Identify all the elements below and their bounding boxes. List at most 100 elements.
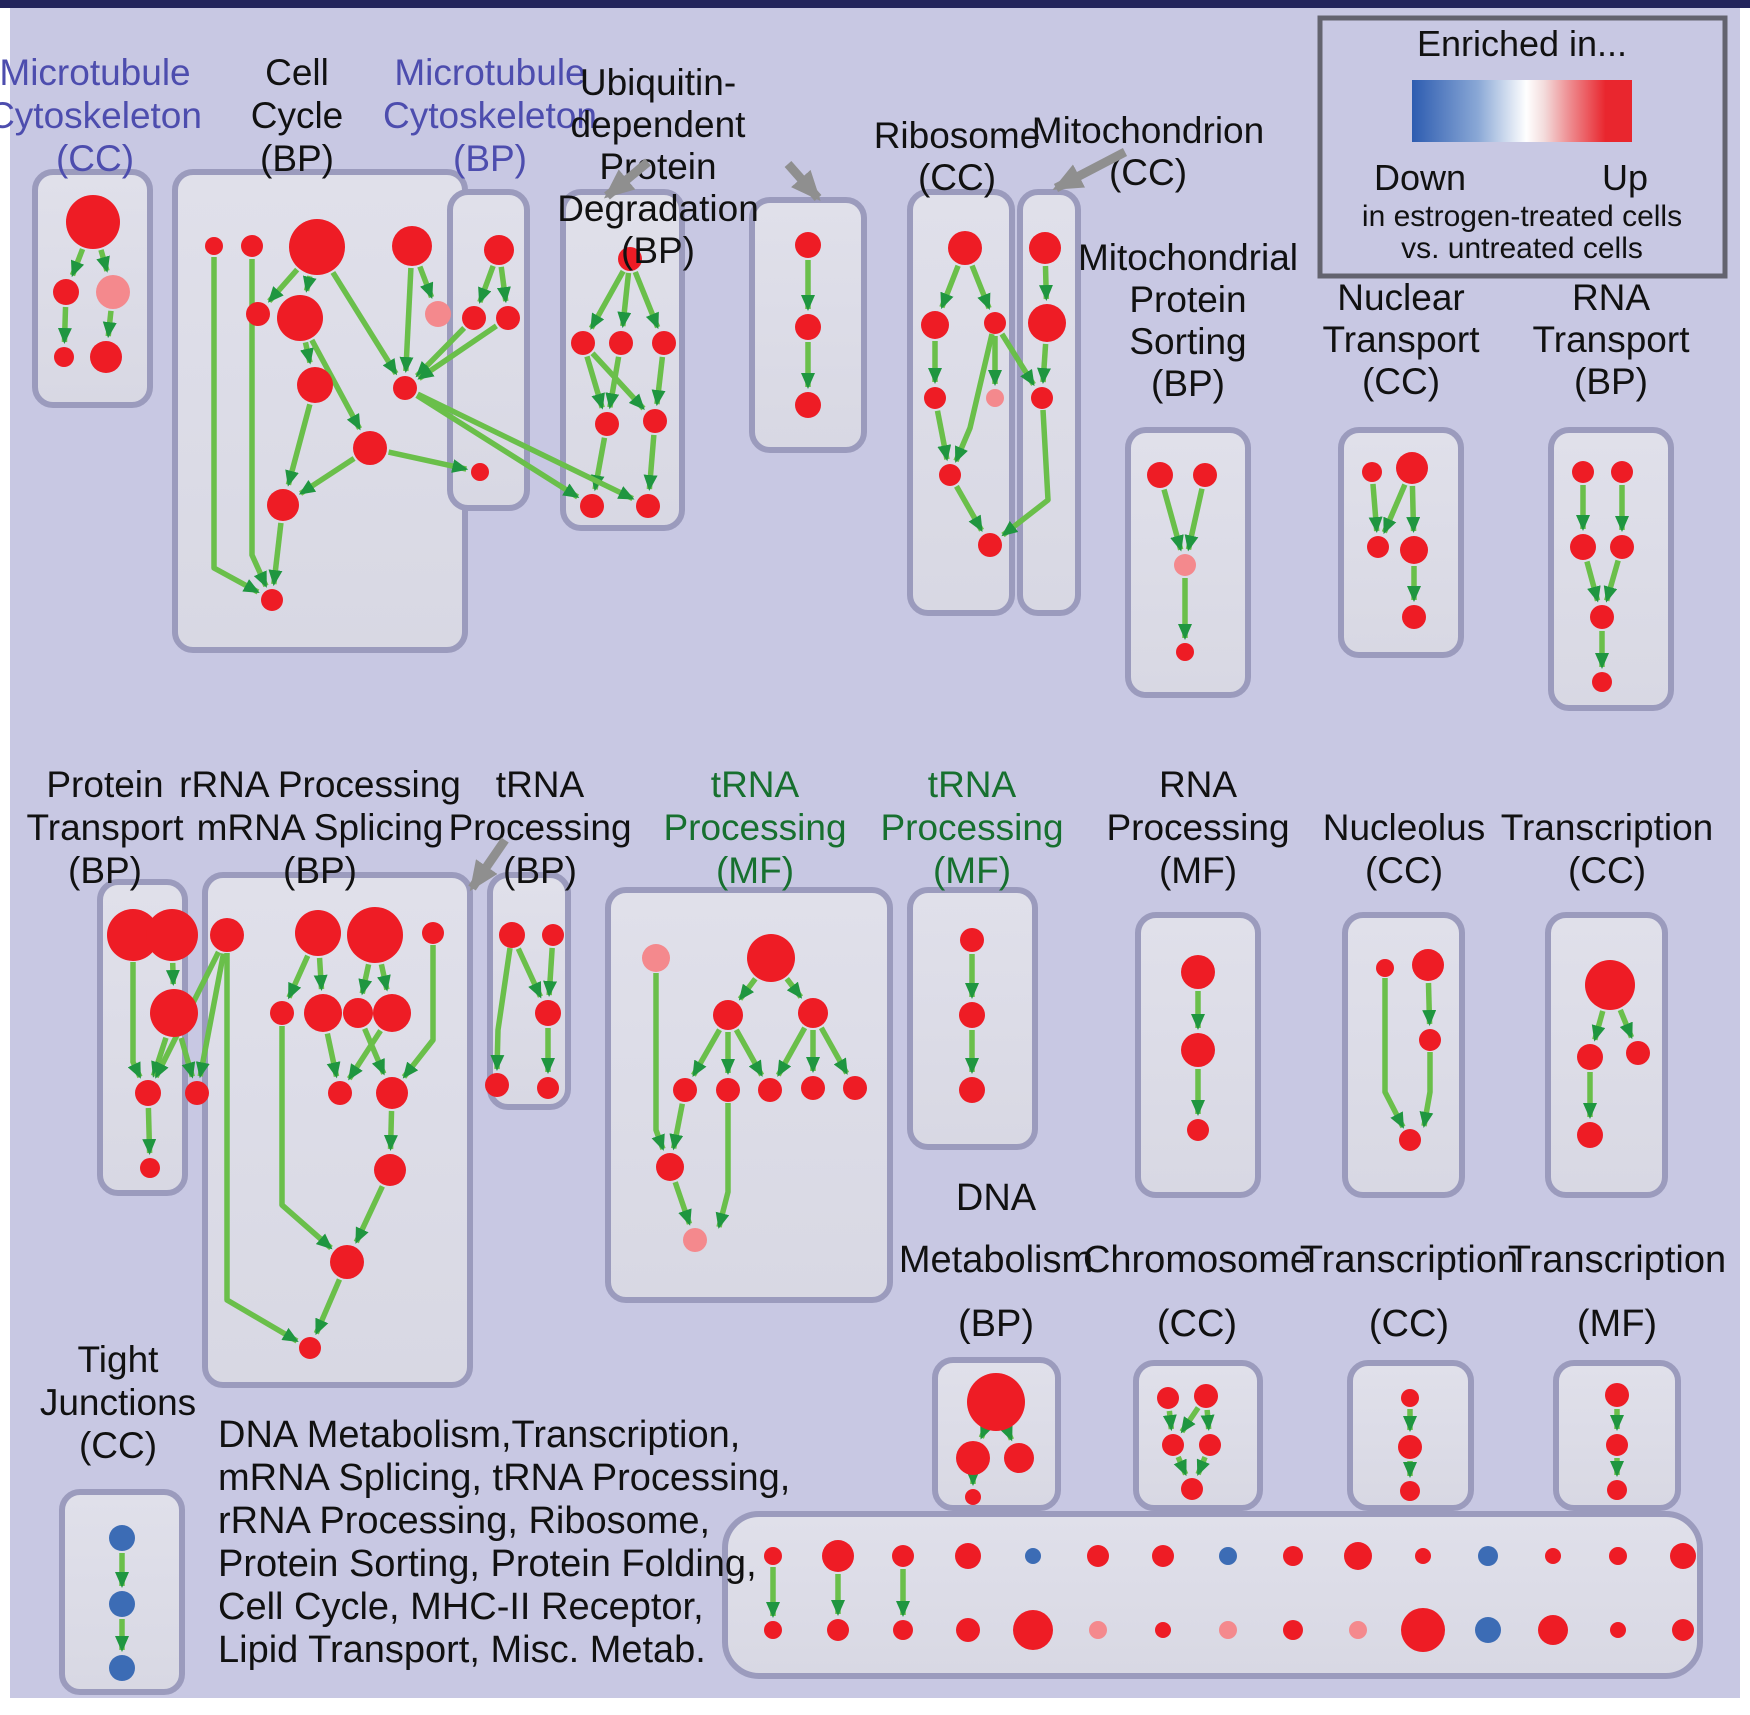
- label-pointer-arrow-3: [468, 837, 509, 892]
- trna_mf2-title: tRNA: [928, 764, 1017, 805]
- ribosome-node-ll: [924, 387, 946, 409]
- ribosome-title: (CC): [918, 157, 996, 198]
- dna_met-node-huge: [967, 1373, 1025, 1431]
- edge-arrow: [784, 976, 804, 999]
- trans_cc2-node-c3: [1400, 1481, 1420, 1501]
- edge-arrow: [1381, 483, 1408, 535]
- trna_bp-node-b2: [537, 1077, 559, 1099]
- misc-node-t11: [1415, 1548, 1431, 1564]
- rna_proc-node-c2: [1181, 1033, 1215, 1067]
- edge-arrow: [286, 954, 311, 1000]
- rrna-node-rT4: [422, 922, 444, 944]
- rrna-node-rB1: [330, 1245, 364, 1279]
- trna_mf1-node-b2: [716, 1078, 740, 1102]
- edge-arrow: [387, 449, 469, 473]
- cell_cycle-node-n7: [425, 301, 451, 327]
- edge-arrow: [999, 332, 1036, 387]
- rna_proc-title: RNA: [1159, 764, 1237, 805]
- rrna-node-rM3: [343, 998, 373, 1028]
- trans_cc2-title: (CC): [1369, 1303, 1449, 1345]
- edge-arrow: [954, 484, 984, 532]
- dna_met-node-bot: [965, 1489, 981, 1505]
- prot_trans-title: Transport: [27, 807, 185, 848]
- misc-node-u13: [1538, 1615, 1568, 1645]
- mito_sort-node-pk: [1174, 554, 1196, 576]
- misc-node-u10: [1349, 1621, 1367, 1639]
- edge-arrow: [298, 456, 356, 496]
- trna_mf2-node-c2: [959, 1002, 985, 1028]
- edge-arrow: [309, 338, 362, 431]
- micro_cc-box: [32, 169, 153, 408]
- edge-arrow: [1037, 343, 1051, 385]
- edge-arrow: [279, 1026, 333, 1251]
- trna_mf2-node-c3: [959, 1077, 985, 1103]
- ubiq-node-b2: [636, 494, 660, 518]
- edge-arrow: [1603, 559, 1621, 603]
- misc-categories-text: mRNA Splicing, tRNA Processing,: [218, 1457, 790, 1499]
- nucleolus-title: (CC): [1365, 850, 1443, 891]
- ubiq-title: Protein: [599, 146, 716, 187]
- edge-arrow: [496, 266, 511, 304]
- prot_trans-node-bot: [140, 1158, 160, 1178]
- dna_met-title: DNA: [956, 1177, 1037, 1219]
- misc-node-t4: [955, 1543, 981, 1569]
- chromosome-node-mL: [1162, 1434, 1184, 1456]
- tight_j-node-b1: [109, 1525, 135, 1551]
- misc-node-u4: [956, 1618, 980, 1642]
- edge-arrow: [195, 953, 227, 1079]
- micro_bp-node-m2: [496, 306, 520, 330]
- misc-box: [722, 1511, 1703, 1679]
- nuc_trans-node-bot: [1402, 605, 1426, 629]
- trna_bp-node-t1: [499, 922, 525, 948]
- tight_j-title: (CC): [79, 1425, 157, 1466]
- cell_cycle-title: Cycle: [251, 95, 344, 136]
- trans_cc_mid-title: (CC): [1568, 850, 1646, 891]
- rrna-node-rBot: [299, 1337, 321, 1359]
- rrna-node-rL2: [376, 1077, 408, 1109]
- rna_proc-node-c3: [1187, 1119, 1209, 1141]
- rrna-node-rL1: [328, 1081, 352, 1105]
- trans_cc2-title: Transcription: [1300, 1239, 1518, 1281]
- trna_bp-node-t2: [542, 924, 564, 946]
- edge-arrow: [691, 1028, 722, 1077]
- trna_mf1-node-b3: [758, 1078, 782, 1102]
- misc-node-u6: [1089, 1621, 1107, 1639]
- label-pointer-arrow-0: [603, 158, 651, 200]
- edge-arrow: [302, 275, 317, 293]
- edge-arrow: [416, 391, 635, 502]
- edge-arrow: [1179, 1406, 1201, 1434]
- edge-arrow: [617, 272, 632, 329]
- misc-node-t12: [1478, 1546, 1498, 1566]
- misc-node-t13: [1545, 1548, 1561, 1564]
- micro_cc-node-d: [54, 347, 74, 367]
- edge-arrow: [953, 333, 995, 463]
- prot_trans-box: [97, 879, 188, 1196]
- cell_cycle-node-n9: [393, 376, 417, 400]
- ribosome-node-lp: [986, 389, 1004, 407]
- edge-arrow: [934, 410, 952, 462]
- edge-arrow: [737, 977, 758, 1001]
- tight_j-title: Tight: [78, 1339, 160, 1380]
- rrna-node-rM1: [270, 1001, 294, 1025]
- trna_bp-node-mid: [535, 1000, 561, 1026]
- ubiq-title: dependent: [571, 104, 747, 145]
- misc-node-u8: [1219, 1621, 1237, 1639]
- dna_met-node-mdR: [1004, 1443, 1034, 1473]
- trans_mf-node-c1: [1605, 1383, 1629, 1407]
- trna_mf1-node-m2: [798, 998, 828, 1028]
- edge-arrow: [1382, 978, 1406, 1129]
- edge-arrow: [1584, 560, 1601, 603]
- edge-arrow: [1162, 1410, 1177, 1432]
- micro_cc-node-b: [53, 279, 79, 305]
- ubiq-node-b1: [580, 494, 604, 518]
- misc-node-u1: [764, 1621, 782, 1639]
- ubiq-node-t: [618, 247, 642, 271]
- prot_trans-node-M: [150, 989, 198, 1037]
- chromosome-title: (CC): [1157, 1303, 1237, 1345]
- micro_cc-node-c: [96, 275, 130, 309]
- trna_mf1-node-b4: [801, 1076, 825, 1100]
- edge-arrow: [969, 264, 992, 311]
- rna_trans-box: [1548, 427, 1674, 711]
- micro_bp-title: (BP): [453, 138, 527, 179]
- nuc_trans-node-mR: [1400, 536, 1428, 564]
